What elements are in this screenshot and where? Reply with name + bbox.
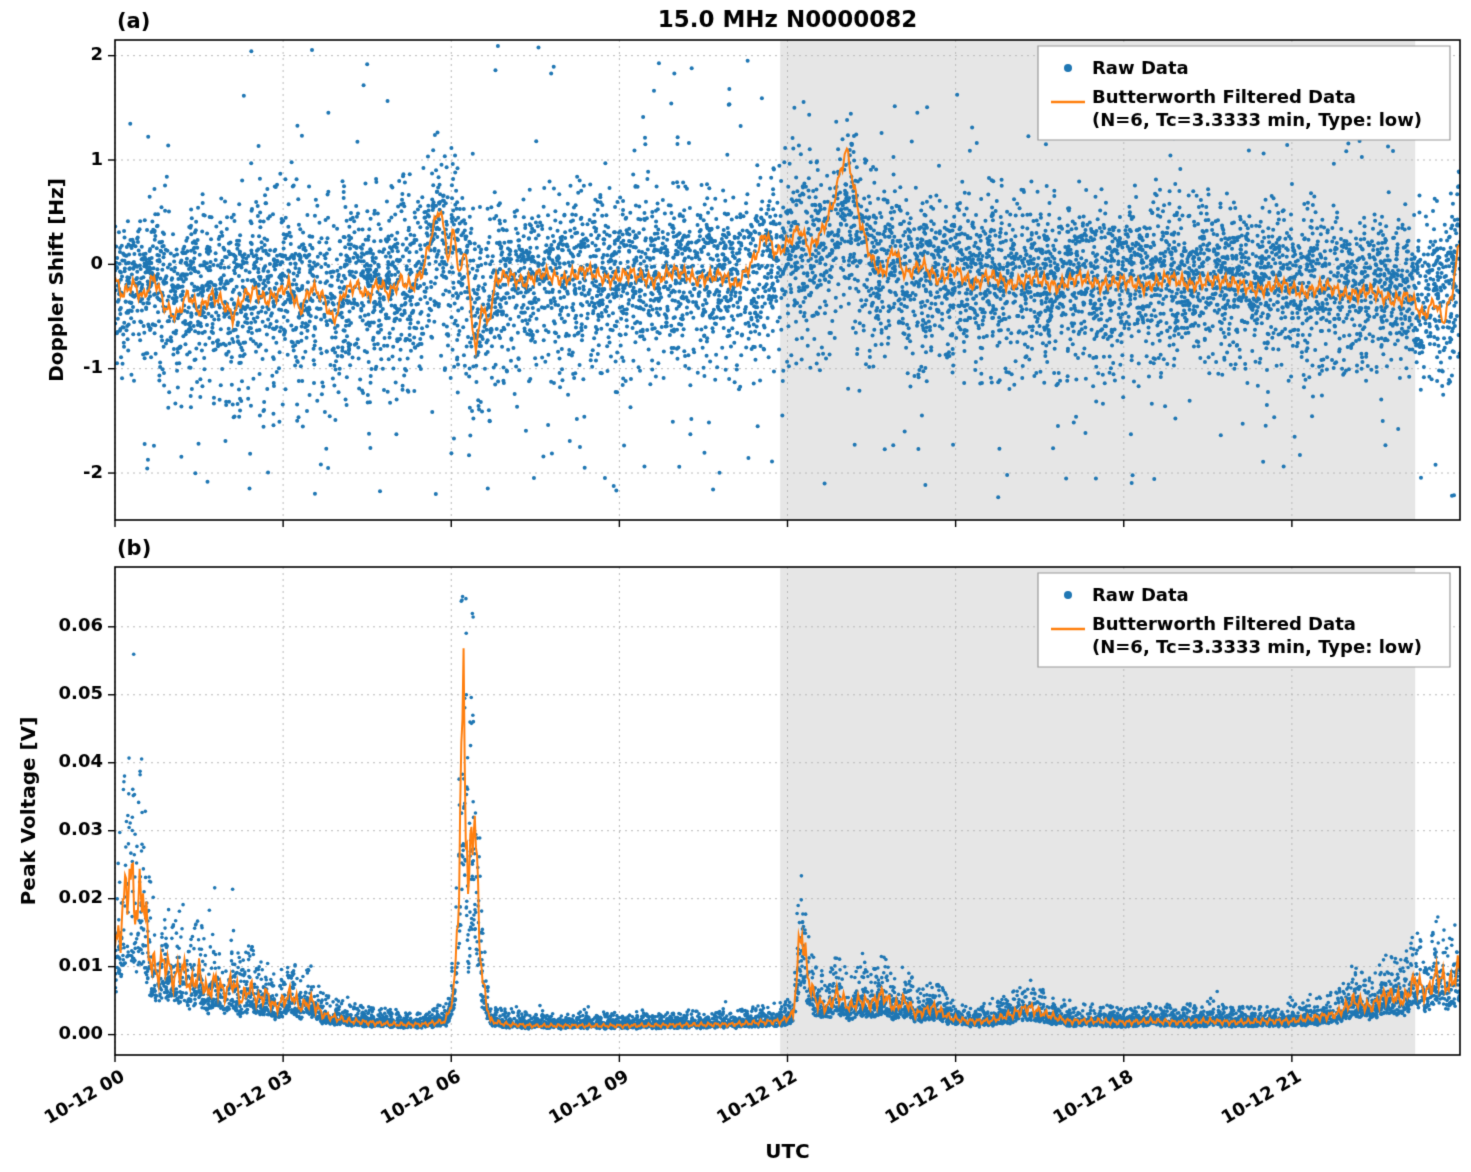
doppler-voltage-chart-canvas xyxy=(0,0,1471,1172)
doppler-voltage-figure xyxy=(0,0,1471,1172)
